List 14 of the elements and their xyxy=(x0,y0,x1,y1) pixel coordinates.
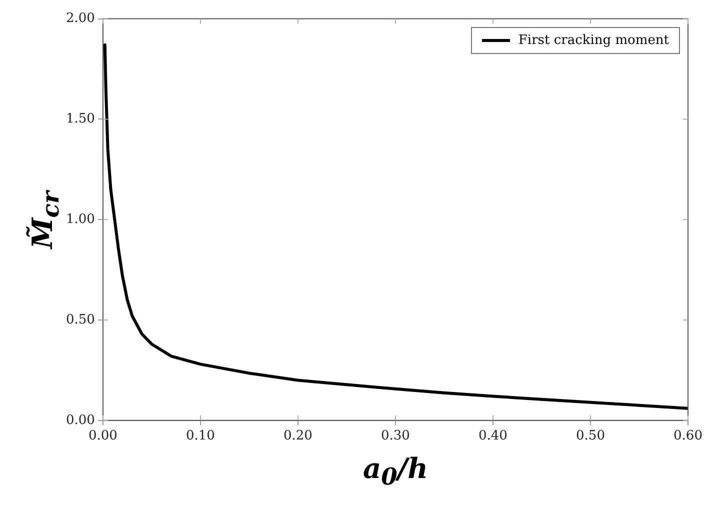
y-tick-label: 2.00 xyxy=(66,11,95,26)
x-tick-label: 0.00 xyxy=(88,428,118,444)
x-tick-label: 0.30 xyxy=(380,428,410,444)
y-tick-label: 1.50 xyxy=(66,112,95,127)
x-tick-label: 0.60 xyxy=(674,428,702,444)
legend-label: First cracking moment xyxy=(518,32,669,48)
x-tick-label: 0.20 xyxy=(283,428,312,444)
y-tick-label: 1.00 xyxy=(66,212,95,227)
y-tick-label: 0.00 xyxy=(66,412,95,428)
x-axis-title: a$_{0}$/h xyxy=(362,452,429,491)
x-tick-label: 0.10 xyxy=(186,428,215,444)
x-tick-label: 0.40 xyxy=(478,428,508,444)
y-tick-label: 0.50 xyxy=(66,312,95,328)
x-tick-label: 0.50 xyxy=(576,428,605,444)
